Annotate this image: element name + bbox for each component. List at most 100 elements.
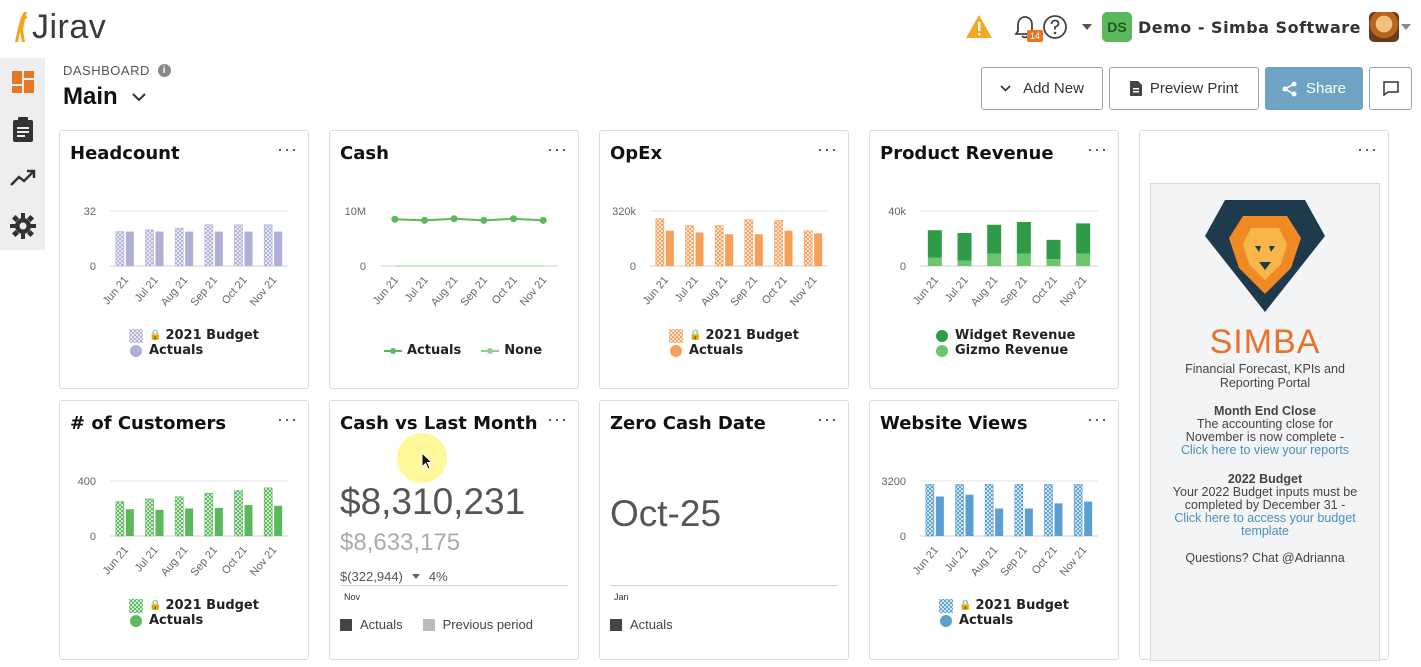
bar-actual[interactable]	[214, 231, 223, 266]
bar-budget[interactable]	[174, 227, 184, 267]
share-button[interactable]: Share	[1265, 67, 1363, 110]
bar-budget[interactable]	[174, 496, 184, 537]
card-menu-button[interactable]: ···	[1087, 139, 1108, 159]
bar-actual[interactable]	[1084, 501, 1093, 536]
bar-widget[interactable]	[1046, 239, 1061, 260]
sidebar-item-reports[interactable]	[0, 106, 45, 154]
add-new-button[interactable]: Add New	[981, 67, 1103, 110]
bar-actual[interactable]	[1024, 508, 1033, 537]
notifications-bell-icon[interactable]: 14	[1010, 12, 1043, 42]
bar-actual[interactable]	[244, 505, 253, 536]
bar-budget[interactable]	[925, 484, 935, 537]
bar-budget[interactable]	[145, 498, 154, 537]
bar-budget[interactable]	[145, 229, 154, 267]
user-avatar[interactable]	[1369, 12, 1399, 42]
company-name[interactable]: Demo - Simba Software	[1137, 17, 1361, 37]
bar-gizmo[interactable]	[1076, 253, 1091, 266]
bar-budget[interactable]	[115, 501, 125, 537]
card-menu-button[interactable]: ···	[547, 139, 568, 159]
bar-budget[interactable]	[204, 224, 214, 267]
bar-actual[interactable]	[965, 494, 974, 536]
bar-actual[interactable]	[814, 233, 823, 266]
chevron-down-icon[interactable]	[131, 92, 146, 102]
bar-actual[interactable]	[155, 509, 164, 536]
card-menu-button[interactable]: ···	[277, 139, 298, 159]
card-menu-button[interactable]: ···	[817, 409, 838, 429]
bar-actual[interactable]	[125, 509, 134, 536]
bar-actual[interactable]	[125, 231, 134, 266]
zero-cash-date-card[interactable]: Zero Cash Date ··· Oct-25 Jan Actuals	[599, 400, 849, 660]
data-point[interactable]	[421, 216, 428, 224]
bar-gizmo[interactable]	[1046, 259, 1061, 266]
jirav-logo[interactable]: Jirav	[12, 10, 106, 44]
bar-budget[interactable]	[263, 487, 273, 537]
bar-budget[interactable]	[234, 224, 243, 267]
bar-budget[interactable]	[803, 230, 813, 267]
bar-budget[interactable]	[234, 490, 243, 537]
data-point[interactable]	[539, 216, 547, 224]
bar-actual[interactable]	[214, 507, 223, 536]
company-avatar[interactable]: DS	[1101, 12, 1132, 42]
info-icon[interactable]: i	[157, 64, 171, 77]
help-icon[interactable]	[1040, 12, 1070, 42]
bar-budget[interactable]	[955, 484, 964, 537]
bar-actual[interactable]	[185, 231, 194, 266]
account-dropdown-icon[interactable]	[1080, 12, 1094, 42]
bar-actual[interactable]	[695, 232, 704, 266]
bar-budget[interactable]	[263, 224, 273, 267]
bar-actual[interactable]	[155, 231, 164, 266]
warning-icon[interactable]	[964, 12, 994, 42]
bar-gizmo[interactable]	[927, 257, 942, 266]
bar-gizmo[interactable]	[1016, 253, 1031, 266]
customers-card[interactable]: # of Customers ··· 400 0 Jun 21 Jul 21 Aug 2…	[59, 400, 309, 660]
bar-gizmo[interactable]	[987, 253, 1002, 266]
card-menu-button[interactable]: ···	[817, 139, 838, 159]
headcount-card[interactable]: Headcount ··· 32 0 Jun 21 Jul 21 Aug 21 Sep 2…	[59, 130, 309, 389]
bar-actual[interactable]	[725, 234, 734, 266]
bar-budget[interactable]	[1044, 484, 1053, 537]
user-menu-chevron-icon[interactable]	[1399, 12, 1413, 42]
sidebar-item-dashboard[interactable]	[0, 58, 45, 106]
product-revenue-card[interactable]: Product Revenue ··· 40k 0 Jun 21 Jul 21 Aug …	[869, 130, 1119, 389]
bar-actual[interactable]	[665, 230, 674, 266]
view-reports-link[interactable]: Click here to view your reports	[1180, 443, 1350, 457]
bar-actual[interactable]	[274, 231, 283, 266]
bar-budget[interactable]	[984, 484, 994, 537]
bar-budget[interactable]	[1073, 484, 1083, 537]
bar-actual[interactable]	[274, 505, 283, 536]
bar-budget[interactable]	[774, 220, 783, 267]
bar-actual[interactable]	[784, 230, 793, 266]
bar-actual[interactable]	[754, 234, 763, 266]
data-point[interactable]	[510, 215, 517, 223]
bar-budget[interactable]	[115, 231, 125, 267]
bar-widget[interactable]	[957, 233, 972, 261]
preview-print-button[interactable]: Preview Print	[1109, 67, 1259, 110]
card-menu-button[interactable]: ···	[1087, 409, 1108, 429]
bar-budget[interactable]	[655, 218, 665, 267]
cash-card[interactable]: Cash ··· 10M 0 Jun 21 Jul 21 Aug 21 Sep 21 Oct…	[329, 130, 579, 389]
comments-button[interactable]	[1369, 67, 1412, 110]
bar-actual[interactable]	[1054, 503, 1063, 536]
card-menu-button[interactable]: ···	[547, 409, 568, 429]
bar-budget[interactable]	[1014, 484, 1024, 537]
data-point[interactable]	[391, 215, 399, 223]
cash-vs-last-month-card[interactable]: Cash vs Last Month ··· $8,310,231 $8,633…	[329, 400, 579, 660]
bar-actual[interactable]	[935, 496, 944, 536]
bar-budget[interactable]	[744, 219, 754, 267]
bar-actual[interactable]	[995, 508, 1004, 537]
bar-budget[interactable]	[714, 225, 724, 267]
data-point[interactable]	[450, 215, 458, 223]
bar-widget[interactable]	[1076, 223, 1091, 254]
sidebar-item-trends[interactable]	[0, 154, 45, 202]
card-menu-button[interactable]: ···	[277, 409, 298, 429]
bar-widget[interactable]	[987, 224, 1002, 254]
bar-actual[interactable]	[185, 508, 194, 537]
opex-card[interactable]: OpEx ··· 320k 0 Jun 21 Jul 21 Aug 21 Sep 21 Oc…	[599, 130, 849, 389]
card-menu-button[interactable]: ···	[1357, 139, 1378, 159]
website-views-card[interactable]: Website Views ··· 3200 0 Jun 21 Jul 21 Aug 2…	[869, 400, 1119, 660]
data-point[interactable]	[480, 216, 488, 224]
bar-widget[interactable]	[927, 230, 942, 258]
bar-budget[interactable]	[685, 225, 694, 267]
page-title[interactable]: Main	[63, 83, 146, 111]
bar-budget[interactable]	[204, 493, 214, 537]
